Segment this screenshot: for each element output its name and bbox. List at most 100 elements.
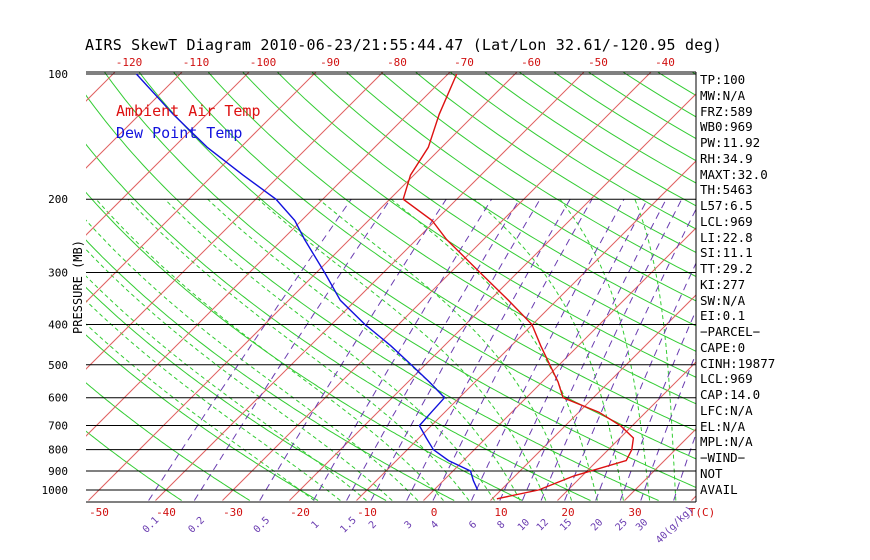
index-item: FRZ:589 (700, 103, 753, 119)
dry-adiabat (172, 72, 696, 432)
mixing-ratio-label: 15 (558, 517, 574, 533)
mixing-ratio-line (540, 198, 683, 501)
moist-adiabat (634, 199, 677, 501)
moist-adiabat (86, 323, 315, 501)
mixing-ratio-label: 40(g/kg) (654, 504, 696, 546)
dry-adiabat (86, 143, 591, 501)
index-item: MW:N/A (700, 87, 746, 103)
moist-adiabat (207, 198, 521, 501)
top-temp-tick-label: -90 (320, 56, 340, 69)
mixing-ratio-line (406, 198, 571, 501)
mixing-ratio-line (259, 198, 447, 501)
dry-adiabat (380, 72, 696, 278)
moist-adiabat (127, 198, 470, 501)
index-item: TH:5463 (700, 182, 753, 198)
index-item: L57:6.5 (700, 198, 753, 213)
pressure-tick-label: 100 (48, 68, 68, 81)
index-item: CAPE:0 (700, 339, 746, 355)
dry-adiabat (817, 65, 870, 501)
mixing-ratio-label: 0.5 (252, 515, 273, 536)
isotherm (759, 65, 870, 501)
mixing-ratio-label: 30 (634, 517, 650, 533)
index-item: LFC:N/A (700, 402, 753, 418)
pressure-tick-label: 700 (48, 420, 68, 433)
mixing-ratio-label: 20 (589, 517, 605, 533)
mixing-ratio-label: 1.5 (338, 515, 359, 536)
mixing-ratio-line (595, 262, 696, 501)
index-item: CINH:19877 (700, 355, 776, 371)
mixing-ratio-label: 8 (496, 519, 508, 531)
top-temp-tick-label: -120 (116, 56, 143, 69)
index-item: LI:22.8 (700, 229, 753, 245)
dry-adiabat (783, 65, 870, 501)
isotherm (86, 72, 317, 303)
isotherm (86, 72, 116, 102)
pressure-tick-label: 400 (48, 318, 68, 331)
mixing-ratio-line (370, 198, 541, 501)
isotherm (88, 72, 518, 501)
mixing-ratio-line (312, 198, 493, 501)
mixing-ratio-label: 2 (367, 519, 379, 531)
moist-adiabat (318, 198, 573, 501)
index-item: EL:N/A (700, 418, 746, 434)
index-item: −PARCEL− (700, 324, 761, 339)
mixing-ratio-label: 3 (403, 519, 415, 531)
mixing-ratio-label: 10 (516, 517, 532, 533)
bottom-temp-tick-label: -50 (89, 506, 109, 519)
isotherm (423, 227, 696, 501)
isotherm (0, 65, 55, 501)
mixing-ratio-label: 25 (614, 517, 630, 533)
legend-entry: Ambient Air Temp (116, 102, 261, 120)
mixing-ratio-line (564, 208, 696, 501)
isotherm (490, 294, 696, 501)
mixing-ratio-line (193, 198, 391, 501)
bottom-temp-tick-label: -20 (290, 506, 310, 519)
dry-adiabat (207, 72, 696, 405)
top-temp-tick-label: -80 (387, 56, 407, 69)
moist-adiabat (390, 198, 598, 501)
bottom-temp-tick-label: T(C) (689, 506, 716, 519)
bottom-temp-tick-label: 10 (494, 506, 507, 519)
legend-entry: Dew Point Temp (116, 124, 242, 142)
top-temp-tick-label: -70 (454, 56, 474, 69)
index-item: LCL:969 (700, 213, 753, 229)
index-item: TP:100 (700, 72, 746, 87)
index-item: SW:N/A (700, 292, 746, 308)
dry-adiabat (276, 72, 696, 352)
isotherm (86, 72, 451, 437)
bottom-temp-tick-label: 20 (561, 506, 574, 519)
isotherm (557, 361, 696, 501)
top-temp-tick-label: -60 (521, 56, 541, 69)
pressure-tick-label: 800 (48, 444, 68, 457)
moist-adiabat (86, 300, 341, 501)
mixing-ratio-label: 6 (467, 519, 479, 531)
index-item: TT:29.2 (700, 261, 753, 276)
index-item: AVAIL (700, 481, 738, 497)
mixing-ratio-label: 4 (429, 519, 441, 531)
bottom-temp-tick-label: -30 (223, 506, 243, 519)
isotherm (86, 72, 250, 236)
mixing-ratio-line (499, 198, 648, 501)
pressure-tick-label: 300 (48, 266, 68, 279)
pressure-tick-label: 600 (48, 392, 68, 405)
dew-point-temp-curve (135, 73, 479, 491)
index-item: KI:277 (700, 276, 746, 292)
mixing-ratio-line (471, 198, 625, 501)
index-item: LCL:969 (700, 371, 753, 387)
pressure-tick-label: 500 (48, 359, 68, 372)
pressure-tick-label: 1000 (42, 484, 69, 497)
isotherm (86, 72, 384, 370)
index-item: EI:0.1 (700, 308, 746, 324)
dry-adiabat (242, 72, 696, 378)
dry-adiabat (749, 65, 870, 501)
bottom-temp-tick-label: 0 (431, 506, 438, 519)
isotherm (86, 72, 183, 169)
pressure-tick-label: 200 (48, 193, 68, 206)
mixing-ratio-line (673, 432, 696, 501)
index-item: SI:11.1 (700, 245, 753, 261)
bottom-temp-tick-label: 30 (628, 506, 641, 519)
mixing-ratio-label: 1 (310, 519, 322, 531)
mixing-ratio-line (148, 198, 352, 501)
index-item: CAP:14.0 (700, 387, 761, 402)
